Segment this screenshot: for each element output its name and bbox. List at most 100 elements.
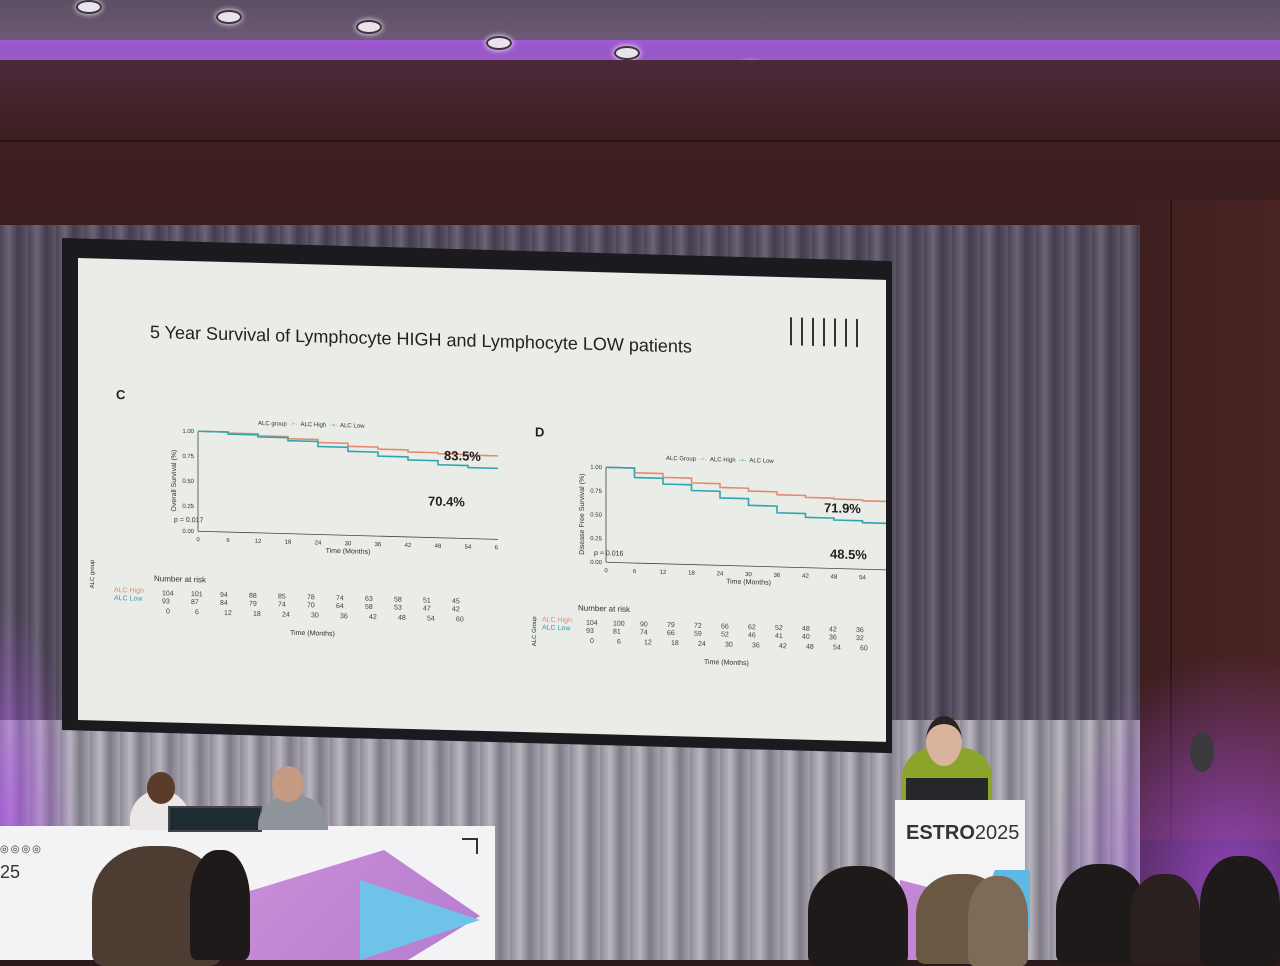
- risk-x-tick: 6: [617, 638, 621, 646]
- risk-x-tick: 60: [456, 616, 464, 624]
- panel-d-risk-title: Number at risk: [578, 603, 631, 614]
- risk-cell-high: 101: [191, 591, 203, 599]
- risk-cell-high: 52: [775, 624, 783, 633]
- risk-x-tick: 60: [860, 645, 868, 653]
- panel-d-survival-chart: 1.000.750.500.250.0006121824303642485460…: [579, 465, 886, 587]
- risk-cell-low: 87: [191, 599, 199, 607]
- risk-cell-low: 46: [748, 632, 756, 640]
- panel-c-risk-group-label: ALC group: [90, 559, 96, 589]
- risk-x-tick: 12: [224, 609, 232, 618]
- x-tick-label: 6: [633, 569, 637, 575]
- x-tick-label: 30: [745, 572, 752, 578]
- risk-cell-low: 53: [394, 604, 402, 612]
- risk-cell-low: 32: [856, 635, 864, 643]
- panelist-man: [258, 796, 328, 830]
- risk-cell-low: 84: [220, 599, 228, 608]
- y-tick-label: 0.25: [590, 536, 602, 542]
- x-tick-label: 36: [375, 542, 382, 548]
- risk-x-tick: 6: [195, 609, 199, 617]
- y-tick-label: 0.25: [182, 504, 194, 510]
- x-tick-label: 42: [405, 543, 412, 549]
- wall-panel-line: [1170, 200, 1172, 840]
- risk-cell-high: 79: [667, 621, 675, 630]
- audience-head: [1200, 856, 1280, 966]
- x-axis-label: Time (Months): [726, 579, 771, 587]
- y-axis-label: Disease Free Survival (%): [579, 473, 586, 554]
- ceiling-light: [356, 20, 382, 34]
- risk-x-tick: 36: [752, 642, 760, 650]
- legend-low-label: ALC Low: [749, 458, 774, 465]
- risk-cell-high: 51: [423, 597, 431, 605]
- back-wall: [0, 60, 1280, 240]
- y-tick-label: 0.00: [590, 560, 602, 566]
- x-tick-label: 18: [285, 540, 292, 546]
- audience-head: [1130, 874, 1200, 964]
- series-line-alc-low: [606, 466, 886, 525]
- risk-cell-high: 104: [162, 590, 174, 598]
- risk-cell-low: 81: [613, 628, 621, 636]
- panel-c-p-value: p = 0.017: [174, 516, 204, 525]
- risk-cell-high: 63: [365, 595, 373, 603]
- risk-cell-low: 70: [307, 602, 315, 610]
- audience-head: [968, 876, 1028, 966]
- legend-high-marker: -+-: [288, 421, 300, 428]
- microphone: [1190, 732, 1214, 772]
- risk-x-tick: 18: [671, 640, 679, 648]
- risk-x-tick: 36: [340, 613, 348, 621]
- y-tick-label: 0.75: [590, 489, 602, 495]
- slide-title: 5 Year Survival of Lymphocyte HIGH and L…: [150, 321, 692, 357]
- risk-x-tick: 54: [833, 644, 841, 652]
- x-tick-label: 36: [774, 573, 781, 579]
- x-tick-label: 0: [604, 568, 608, 574]
- risk-cell-high: 42: [829, 626, 837, 634]
- panel-c-letter: C: [116, 387, 126, 403]
- panel-c-high-percent: 83.5%: [444, 447, 481, 464]
- presentation-slide: 5 Year Survival of Lymphocyte HIGH and L…: [78, 258, 886, 742]
- legend-high-label: ALC High: [709, 457, 736, 464]
- estro-logo-year: 2025: [974, 822, 1020, 844]
- risk-x-tick: 42: [779, 642, 787, 651]
- x-tick-label: 48: [435, 544, 442, 550]
- x-tick-label: 12: [660, 570, 667, 576]
- risk-cell-low: 74: [640, 629, 648, 637]
- risk-cell-high: 94: [220, 591, 228, 600]
- risk-cell-low: 41: [775, 632, 783, 641]
- slide-decoration-bars: [790, 317, 874, 349]
- panel-d-risk-group-label: ALC Group: [532, 616, 538, 647]
- risk-cell-low: 47: [423, 605, 431, 613]
- risk-x-tick: 42: [369, 613, 377, 622]
- risk-cell-high: 74: [336, 594, 344, 603]
- risk-x-tick: 48: [806, 643, 814, 651]
- x-tick-label: 0: [196, 537, 200, 543]
- risk-cell-low: 42: [452, 606, 460, 614]
- y-tick-label: 0.75: [182, 454, 194, 460]
- desk-year-fragment: 25: [0, 862, 21, 882]
- risk-x-tick: 48: [398, 614, 406, 622]
- risk-cell-high: 45: [452, 598, 460, 606]
- x-axis-label: Time (Months): [326, 548, 371, 556]
- risk-cell-high: 104: [586, 619, 598, 628]
- x-tick-label: 18: [688, 571, 695, 577]
- ceiling-light: [486, 36, 512, 50]
- risk-cell-low: 93: [162, 598, 170, 606]
- audience-head: [808, 866, 908, 966]
- risk-cell-high: 36: [856, 627, 864, 635]
- panel-d-risk-high-label: ALC High: [542, 616, 572, 625]
- risk-cell-low: 52: [721, 631, 729, 639]
- desk-corner-mark: [462, 838, 478, 854]
- risk-cell-high: 72: [694, 622, 702, 630]
- panel-d-risk-xlabel: Time (Months): [704, 658, 749, 668]
- series-line-alc-high: [606, 466, 886, 503]
- estro-logo: ESTRO2025: [906, 822, 1019, 845]
- legend-low-label: ALC Low: [340, 423, 365, 430]
- y-tick-label: 1.00: [182, 429, 194, 435]
- risk-cell-low: 66: [667, 629, 675, 638]
- panel-c-risk-low-label: ALC Low: [114, 594, 143, 603]
- risk-cell-low: 64: [336, 602, 344, 611]
- risk-x-tick: 30: [725, 641, 733, 649]
- risk-cell-high: 48: [802, 625, 810, 633]
- panelist-man-head: [272, 766, 304, 802]
- panel-d-risk-low-label: ALC Low: [542, 624, 571, 633]
- legend-high-label: ALC High: [300, 422, 327, 429]
- x-axis: [606, 561, 886, 571]
